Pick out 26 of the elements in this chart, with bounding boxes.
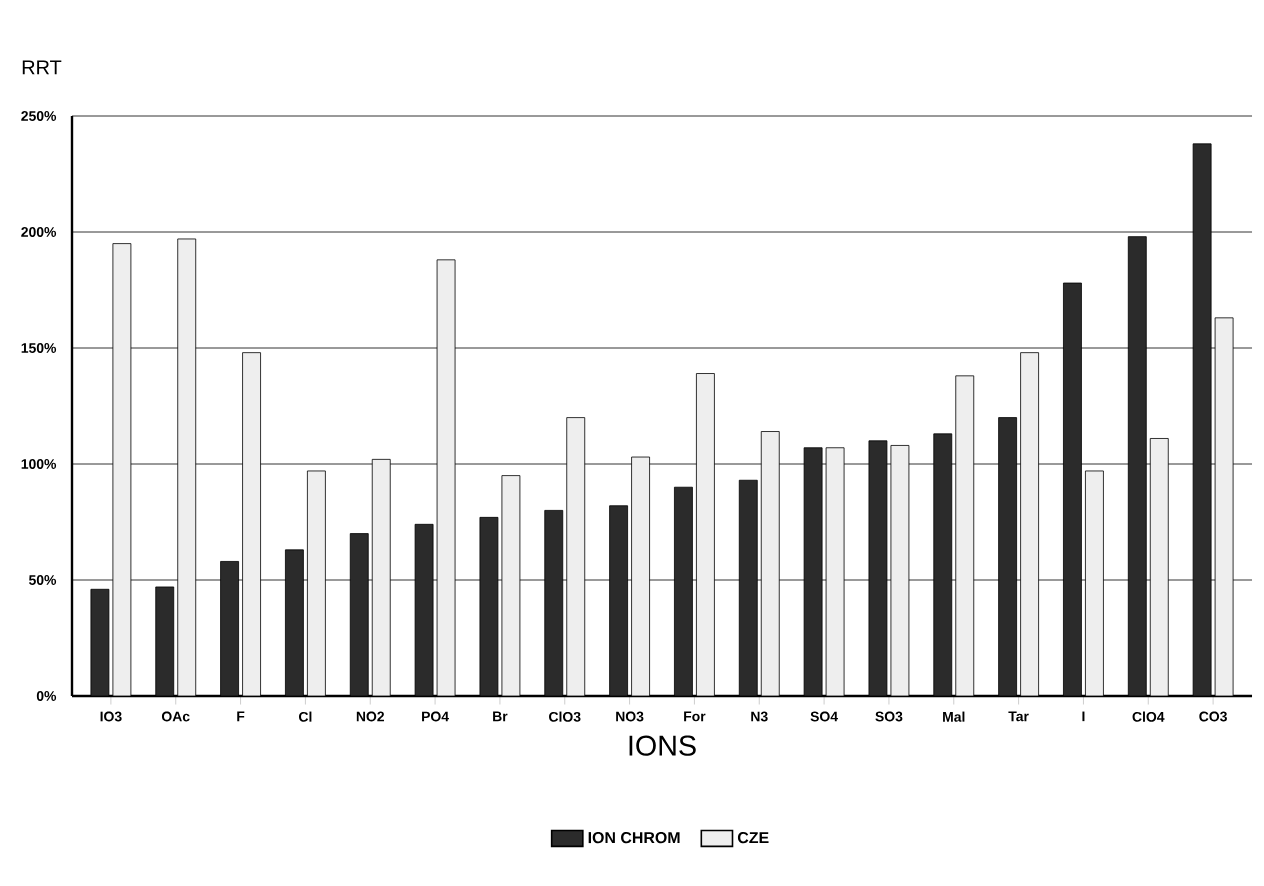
bar: [349, 533, 369, 696]
bar: [1020, 352, 1039, 696]
bar: [544, 510, 564, 696]
bar: [760, 431, 780, 696]
bar: [242, 352, 261, 696]
bar: [566, 417, 586, 696]
bar: [1063, 282, 1082, 696]
bar: [738, 479, 758, 696]
bar: [631, 456, 650, 696]
bar: [177, 238, 197, 696]
bar: [1149, 438, 1169, 696]
bar: [955, 375, 975, 696]
bar: [1085, 470, 1104, 696]
bar: [1127, 236, 1147, 696]
bar: [998, 417, 1018, 696]
bar: [220, 561, 239, 696]
y-axis-title: RRT: [22, 60, 62, 75]
bar: [933, 433, 953, 696]
bar: [155, 586, 175, 696]
x-axis-title: IONS: [629, 735, 696, 756]
bar: [674, 486, 693, 696]
bar: [307, 470, 326, 696]
bar: [371, 458, 391, 696]
bar: [609, 505, 628, 696]
bar: [696, 373, 715, 696]
bar: [285, 549, 304, 696]
